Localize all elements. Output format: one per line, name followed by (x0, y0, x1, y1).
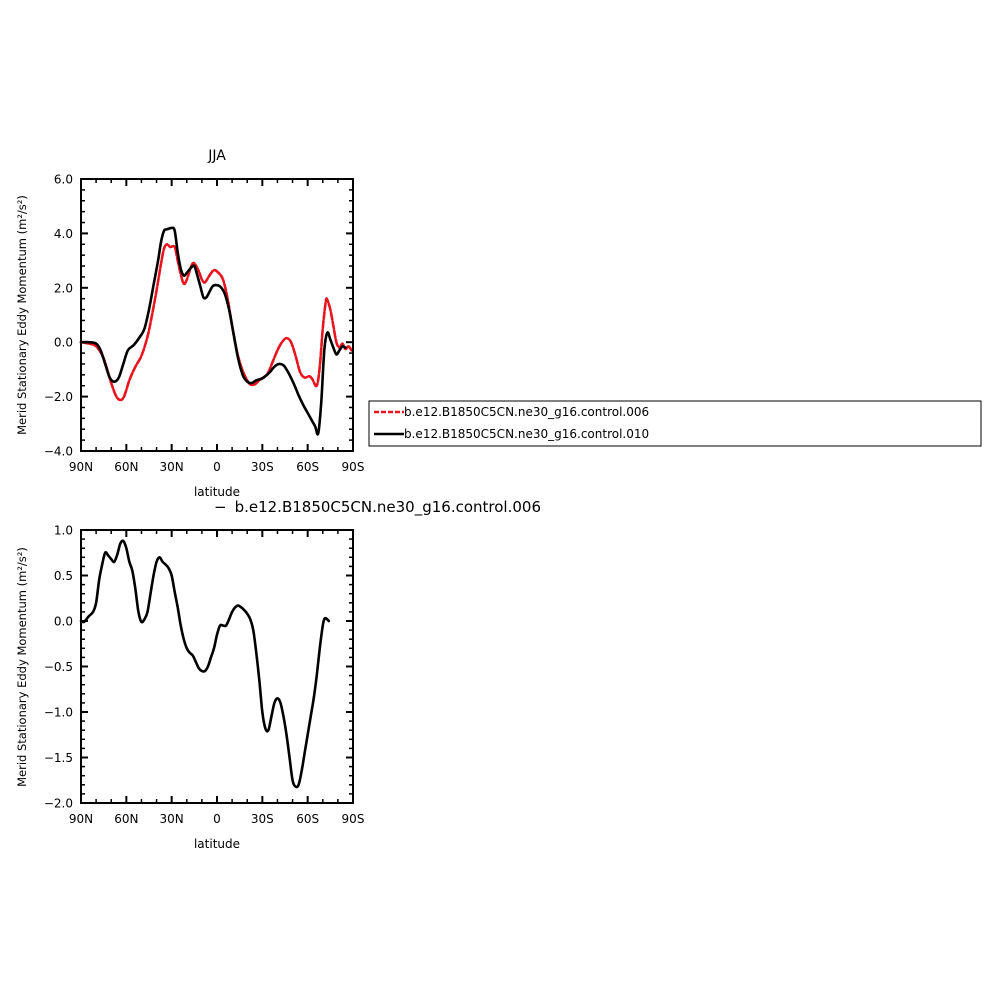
bottom-panel-y-tick-label: −1.0 (44, 706, 73, 720)
bottom-panel-y-tick-label: 1.0 (54, 524, 73, 538)
bottom-panel-x-tick-label: 30N (160, 812, 184, 826)
top-panel-x-tick-label: 90N (69, 460, 93, 474)
top-panel-x-tick-label: 90S (342, 460, 365, 474)
top-panel-series-line-0 (79, 242, 353, 402)
bottom-panel-y-tick-label: −2.0 (44, 797, 73, 811)
legend-box (368, 400, 982, 447)
bottom-panel-x-tick-label: 0 (213, 812, 221, 826)
top-panel-x-tick-label: 0 (213, 460, 221, 474)
legend: b.e12.B1850C5CN.ne30_g16.control.006 b.e… (368, 400, 982, 447)
bottom-panel-x-tick-label: 60N (114, 812, 138, 826)
bottom-panel-y-tick-label: −1.5 (44, 751, 73, 765)
bottom-panel-x-tick-label: 90S (342, 812, 365, 826)
top-panel-title: JJA (207, 148, 226, 164)
top-panel-y-tick-label: 6.0 (54, 173, 73, 187)
legend-label-010: b.e12.B1850C5CN.ne30_g16.control.010 (404, 427, 649, 441)
top-panel-y-tick-label: 2.0 (54, 281, 73, 295)
bottom-panel-title-text: b.e12.B1850C5CN.ne30_g16.control.006 (235, 498, 541, 517)
top-panel-y-tick-label: −4.0 (44, 445, 73, 459)
top-panel-x-tick-label: 30S (251, 460, 274, 474)
top-panel-x-tick-label: 60S (296, 460, 319, 474)
bottom-panel-series (79, 539, 331, 789)
bottom-panel-title-prefix: − (214, 498, 227, 516)
top-panel-x-ticks: 90N 60N 30N 0 30S 60S 90S (69, 179, 365, 474)
legend-label-006: b.e12.B1850C5CN.ne30_g16.control.006 (404, 405, 649, 419)
bottom-panel-x-axis-title: latitude (194, 837, 240, 851)
bottom-panel-x-tick-label: 60S (296, 812, 319, 826)
bottom-panel-y-axis-title: Merid Stationary Eddy Momentum (m²/s²) (15, 547, 29, 787)
top-panel-series-line-1 (79, 226, 347, 436)
bottom-panel-frame (80, 529, 354, 804)
bottom-panel-y-ticks: 1.0 0.5 0.0 −0.5 −1.0 −1.5 −2.0 (44, 524, 353, 811)
top-panel-frame (80, 178, 354, 452)
bottom-panel-y-tick-label: 0.0 (54, 615, 73, 629)
top-panel-x-tick-label: 30N (160, 460, 184, 474)
top-panel-series (79, 226, 353, 436)
bottom-panel-series-line-0 (79, 539, 331, 789)
bottom-panel-x-tick-label: 30S (251, 812, 274, 826)
bottom-panel: − b.e12.B1850C5CN.ne30_g16.control.006 1.… (15, 498, 541, 851)
top-panel-y-tick-label: 4.0 (54, 227, 73, 241)
bottom-panel-title: − b.e12.B1850C5CN.ne30_g16.control.006 (214, 498, 541, 517)
bottom-panel-y-tick-label: −0.5 (44, 660, 73, 674)
top-panel-y-tick-label: 0.0 (54, 336, 73, 350)
top-panel-x-axis-title: latitude (194, 485, 240, 499)
bottom-panel-y-tick-label: 0.5 (54, 569, 73, 583)
bottom-panel-x-ticks: 90N 60N 30N 0 30S 60S 90S (69, 530, 365, 826)
top-panel-y-axis-title: Merid Stationary Eddy Momentum (m²/s²) (15, 195, 29, 435)
top-panel-y-ticks: 6.0 4.0 2.0 0.0 −2.0 −4.0 (44, 173, 353, 459)
top-panel-y-tick-label: −2.0 (44, 390, 73, 404)
bottom-panel-x-tick-label: 90N (69, 812, 93, 826)
top-panel: JJA 6.0 4.0 2.0 0.0 −2.0 −4.0 90N 60N 30N 0 30S 60… (15, 148, 982, 499)
top-panel-x-tick-label: 60N (114, 460, 138, 474)
